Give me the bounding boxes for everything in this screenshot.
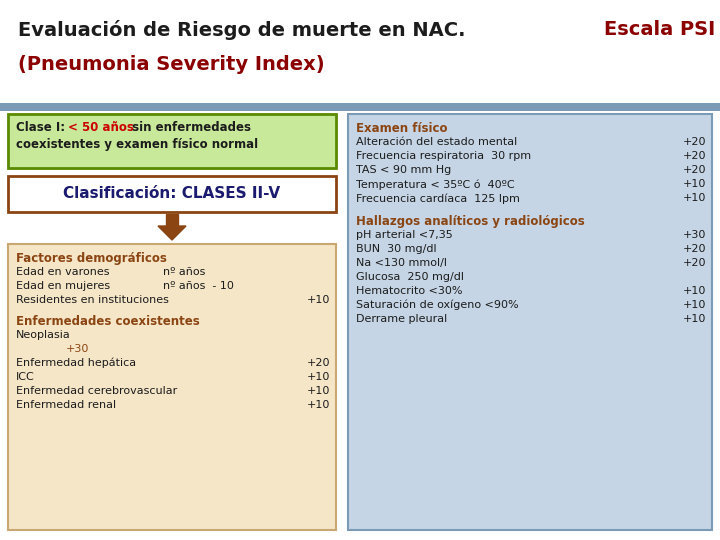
Text: ICC: ICC: [16, 372, 35, 382]
Text: Saturación de oxígeno <90%: Saturación de oxígeno <90%: [356, 300, 518, 310]
Text: Alteración del estado mental: Alteración del estado mental: [356, 137, 517, 147]
Text: Temperatura < 35ºC ó  40ºC: Temperatura < 35ºC ó 40ºC: [356, 179, 515, 190]
Text: Na <130 mmol/l: Na <130 mmol/l: [356, 258, 447, 268]
Text: TAS < 90 mm Hg: TAS < 90 mm Hg: [356, 165, 451, 175]
Text: +20: +20: [683, 165, 706, 175]
FancyBboxPatch shape: [8, 176, 336, 212]
Text: Derrame pleural: Derrame pleural: [356, 314, 447, 324]
Text: Neoplasia: Neoplasia: [16, 330, 71, 340]
Text: Clasificación: CLASES II-V: Clasificación: CLASES II-V: [63, 186, 281, 201]
Text: Enfermedad cerebrovascular: Enfermedad cerebrovascular: [16, 386, 177, 396]
Text: +20: +20: [307, 358, 330, 368]
Text: +20: +20: [683, 137, 706, 147]
Text: +20: +20: [683, 258, 706, 268]
Text: BUN  30 mg/dl: BUN 30 mg/dl: [356, 244, 436, 254]
Text: +10: +10: [307, 372, 330, 382]
Text: +10: +10: [683, 300, 706, 310]
Text: coexistentes y examen físico normal: coexistentes y examen físico normal: [16, 138, 258, 151]
Text: +10: +10: [307, 400, 330, 410]
Text: +10: +10: [683, 193, 706, 203]
Bar: [0, 103, 720, 111]
Text: Enfermedad renal: Enfermedad renal: [16, 400, 116, 410]
Text: +10: +10: [307, 386, 330, 396]
Text: +20: +20: [683, 244, 706, 254]
Text: +10: +10: [683, 314, 706, 324]
Text: Hematocrito <30%: Hematocrito <30%: [356, 286, 462, 296]
Text: (Pneumonia Severity Index): (Pneumonia Severity Index): [18, 55, 325, 74]
Text: +30: +30: [66, 344, 89, 354]
Text: nº años  - 10: nº años - 10: [163, 281, 234, 291]
Text: Hallazgos analíticos y radiológicos: Hallazgos analíticos y radiológicos: [356, 215, 585, 228]
Text: Residentes en instituciones: Residentes en instituciones: [16, 295, 169, 305]
Text: Enfermedades coexistentes: Enfermedades coexistentes: [16, 315, 199, 328]
FancyBboxPatch shape: [348, 114, 712, 530]
Text: +10: +10: [683, 179, 706, 189]
FancyBboxPatch shape: [8, 114, 336, 168]
Text: Frecuencia cardíaca  125 lpm: Frecuencia cardíaca 125 lpm: [356, 193, 520, 204]
Polygon shape: [158, 226, 186, 240]
Text: pH arterial <7,35: pH arterial <7,35: [356, 230, 453, 240]
Text: Evaluación de Riesgo de muerte en NAC.: Evaluación de Riesgo de muerte en NAC.: [18, 20, 472, 40]
Text: +10: +10: [307, 295, 330, 305]
Text: Glucosa  250 mg/dl: Glucosa 250 mg/dl: [356, 272, 464, 282]
Text: Clase I:: Clase I:: [16, 121, 65, 134]
FancyBboxPatch shape: [8, 244, 336, 530]
Text: sin enfermedades: sin enfermedades: [128, 121, 251, 134]
Text: +30: +30: [683, 230, 706, 240]
Text: nº años: nº años: [163, 267, 205, 277]
Bar: [0, 0, 720, 105]
Text: Frecuencia respiratoria  30 rpm: Frecuencia respiratoria 30 rpm: [356, 151, 531, 161]
Text: +20: +20: [683, 151, 706, 161]
Text: Edad en mujeres: Edad en mujeres: [16, 281, 110, 291]
Text: Examen físico: Examen físico: [356, 122, 448, 135]
Text: Factores demográficos: Factores demográficos: [16, 252, 167, 265]
Text: Edad en varones: Edad en varones: [16, 267, 109, 277]
Polygon shape: [166, 214, 178, 228]
Text: Escala PSI: Escala PSI: [604, 20, 716, 39]
Text: Enfermedad hepática: Enfermedad hepática: [16, 358, 136, 368]
Text: < 50 años: < 50 años: [68, 121, 134, 134]
Text: +10: +10: [683, 286, 706, 296]
